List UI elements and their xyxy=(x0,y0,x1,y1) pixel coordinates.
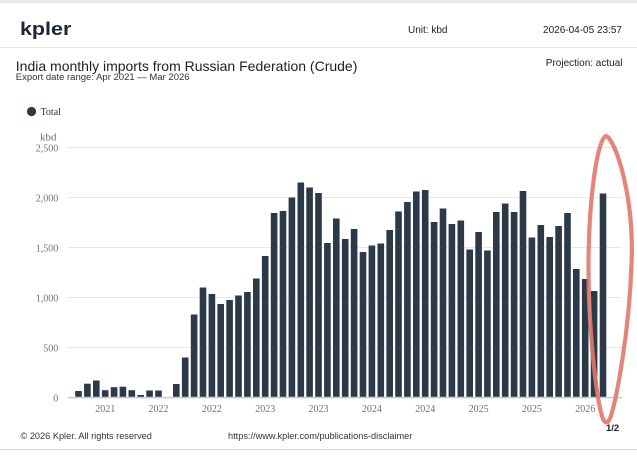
svg-text:2,000: 2,000 xyxy=(36,194,59,205)
svg-text:2024: 2024 xyxy=(415,404,435,415)
svg-text:2023: 2023 xyxy=(255,404,275,415)
svg-text:Total: Total xyxy=(41,107,62,118)
svg-text:500: 500 xyxy=(43,344,58,355)
svg-text:2024: 2024 xyxy=(362,404,382,415)
svg-text:1,500: 1,500 xyxy=(36,244,59,255)
svg-text:2025: 2025 xyxy=(469,404,489,415)
svg-text:2026: 2026 xyxy=(575,404,595,415)
svg-text:2,500: 2,500 xyxy=(36,144,59,155)
svg-text:2021: 2021 xyxy=(95,404,115,415)
svg-text:1,000: 1,000 xyxy=(36,294,59,305)
svg-text:0: 0 xyxy=(53,394,58,405)
svg-text:2022: 2022 xyxy=(202,404,222,415)
svg-text:2025: 2025 xyxy=(522,404,542,415)
svg-text:2023: 2023 xyxy=(309,404,329,415)
svg-text:kbd: kbd xyxy=(40,132,57,144)
svg-text:2022: 2022 xyxy=(149,404,169,415)
